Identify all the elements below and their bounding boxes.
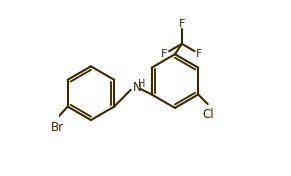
Text: Br: Br [51, 121, 64, 134]
Text: N: N [133, 81, 142, 94]
Text: F: F [161, 49, 168, 59]
Text: H: H [138, 79, 146, 89]
Text: F: F [196, 49, 203, 59]
Text: Cl: Cl [203, 108, 214, 121]
Text: F: F [179, 18, 185, 29]
